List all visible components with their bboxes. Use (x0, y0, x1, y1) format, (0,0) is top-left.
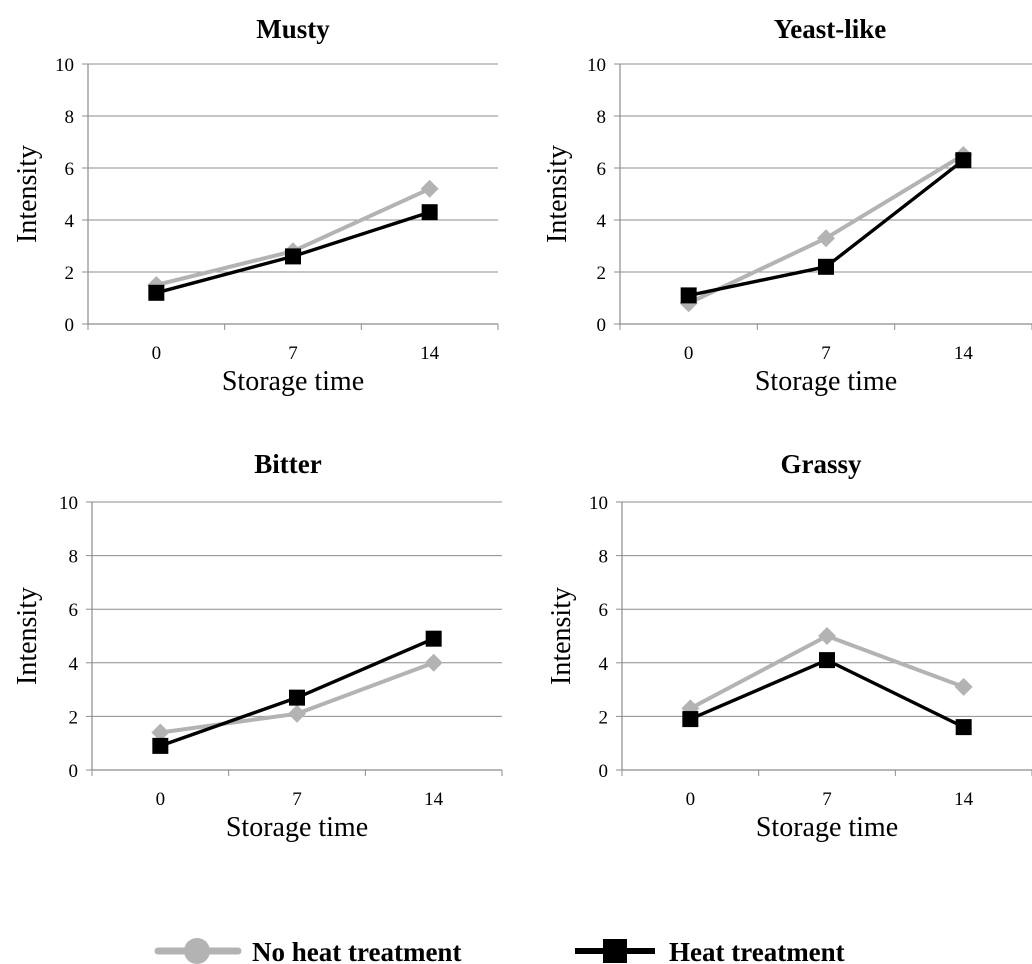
data-point-heat (148, 284, 165, 301)
data-point-heat (819, 652, 835, 669)
data-point-no-heat (151, 723, 170, 742)
x-tick-label: 7 (822, 789, 832, 810)
y-tick-label: 2 (69, 707, 79, 728)
x-tick-label: 0 (152, 343, 162, 364)
chart-panel-1: 0 2 4 6 8 10 0 7 14 Musty Storage time Intensity (12, 14, 499, 397)
data-point-heat (955, 719, 972, 736)
y-tick-label: 0 (599, 761, 609, 782)
legend-label-heat: Heat treatment (669, 937, 845, 964)
x-tick-label: 0 (686, 789, 696, 810)
y-tick-label: 4 (597, 211, 607, 232)
y-tick-label: 2 (599, 707, 609, 728)
y-axis-title: Intensity (12, 145, 43, 243)
y-tick-label: 10 (589, 493, 608, 514)
data-point-heat (818, 258, 834, 275)
x-axis-title: Storage time (755, 366, 897, 397)
chart-panel-2: 0 2 4 6 8 10 0 7 14 Yeast-like Storage time Intensi… (542, 14, 1032, 397)
y-tick-label: 8 (597, 107, 607, 128)
data-point-heat (285, 248, 301, 265)
series-line-no-heat (689, 634, 965, 711)
data-point-no-heat (424, 653, 443, 672)
data-point-no-heat (818, 627, 836, 645)
y-tick-label: 2 (65, 263, 75, 284)
y-tick-label: 10 (587, 55, 606, 76)
series-line-no-heat (687, 153, 965, 306)
x-tick-label: 14 (954, 789, 974, 810)
x-tick-label: 0 (684, 343, 694, 364)
data-point-heat (289, 689, 305, 706)
legend: No heat treatment Heat treatment (154, 937, 845, 964)
y-axis-title: Intensity (546, 587, 577, 685)
chart-title: Grassy (781, 449, 863, 479)
y-tick-label: 8 (599, 547, 609, 568)
data-point-heat (682, 711, 699, 728)
y-tick-label: 10 (59, 493, 78, 514)
y-tick-label: 0 (69, 761, 79, 782)
x-tick-label: 7 (288, 343, 298, 364)
chart-panel-4: 0 2 4 6 8 10 0 7 14 Grassy Storage time Intensity (546, 449, 1032, 843)
legend-label-no-heat: No heat treatment (252, 937, 461, 964)
chart-panel-3: 0 2 4 6 8 10 0 7 14 Bitter Storage time Intensity (12, 449, 503, 843)
data-point-heat (680, 287, 697, 304)
data-point-heat (425, 630, 442, 647)
y-tick-label: 6 (597, 159, 607, 180)
x-tick-label: 14 (424, 789, 444, 810)
series-line-no-heat (155, 186, 431, 287)
chart-title: Yeast-like (774, 14, 886, 44)
x-tick-label: 7 (821, 343, 831, 364)
data-point-no-heat (954, 677, 973, 696)
y-axis-title: Intensity (12, 587, 43, 685)
x-axis-title: Storage time (756, 812, 898, 843)
chart-title: Musty (256, 14, 330, 44)
data-point-no-heat (817, 229, 835, 248)
y-tick-label: 0 (597, 315, 607, 336)
x-tick-label: 14 (954, 343, 974, 364)
y-tick-label: 4 (599, 654, 609, 675)
y-tick-label: 2 (597, 263, 607, 284)
x-tick-label: 7 (292, 789, 302, 810)
data-point-heat (152, 737, 169, 754)
y-tick-label: 4 (65, 211, 75, 232)
y-tick-label: 6 (69, 600, 79, 621)
y-tick-label: 0 (65, 315, 75, 336)
x-axis-title: Storage time (222, 366, 364, 397)
x-tick-label: 14 (420, 343, 440, 364)
y-tick-label: 6 (65, 159, 75, 180)
data-point-heat (421, 204, 438, 221)
y-tick-label: 4 (69, 654, 79, 675)
x-axis-title: Storage time (226, 812, 368, 843)
data-point-no-heat (288, 704, 306, 723)
y-tick-label: 6 (599, 600, 609, 621)
legend-marker-heat (603, 939, 627, 963)
chart-title: Bitter (254, 449, 321, 479)
y-tick-label: 8 (65, 107, 75, 128)
y-tick-label: 8 (69, 547, 79, 568)
data-point-no-heat (420, 179, 439, 198)
x-tick-label: 0 (156, 789, 166, 810)
y-axis-title: Intensity (542, 145, 573, 243)
legend-marker-no-heat (184, 938, 210, 964)
y-tick-label: 10 (55, 55, 74, 76)
data-point-heat (955, 152, 972, 169)
